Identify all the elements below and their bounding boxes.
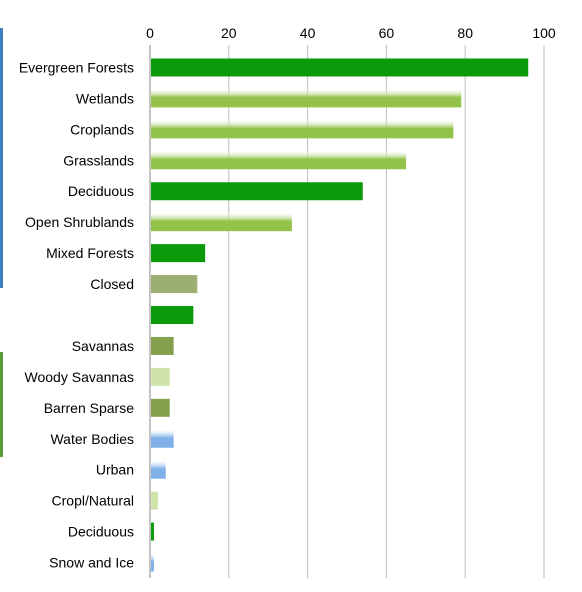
bar [151,429,174,448]
x-tick-labels: 0 20 40 60 80 100 [146,25,556,41]
category-label: Open Shrublands [25,214,134,230]
category-label: Deciduous [68,524,134,540]
category-label: Deciduous [68,183,134,199]
category-label: Cropl/Natural [52,493,134,509]
bar [151,213,292,232]
category-label: Barren Sparse [44,400,134,416]
bar [151,306,194,324]
bar [151,522,154,541]
bars [151,58,529,572]
category-label: Urban [96,462,134,478]
bar [151,336,174,355]
x-tick-label: 60 [379,25,395,41]
x-tick-label: 100 [532,25,556,41]
left-edge-strip-blue [0,28,3,288]
category-label: Mixed Forests [46,245,134,261]
category-label: Closed [90,276,134,292]
bar [151,367,170,386]
category-label: Water Bodies [50,431,134,447]
x-tick-label: 40 [300,25,316,41]
bar [151,398,170,417]
bar [151,58,529,77]
bar [151,460,166,479]
gridlines [149,45,545,578]
category-label: Evergreen Forests [19,59,134,75]
category-label: Snow and Ice [49,555,134,571]
category-labels: Evergreen Forests Wetlands Croplands Grassl… [19,59,134,570]
bar [151,182,363,201]
bar [151,491,158,510]
x-tick-label: 20 [221,25,237,41]
x-tick-label: 0 [146,25,154,41]
bar [151,89,462,108]
bar [151,120,454,139]
category-label: Grasslands [63,152,134,168]
category-label: Woody Savannas [25,369,134,385]
category-label: Croplands [70,121,134,137]
bar [151,244,206,263]
bar [151,553,154,572]
bar [151,275,198,294]
category-label: Wetlands [76,90,134,106]
bar [151,151,407,170]
left-edge-strip-green [0,352,3,457]
x-tick-label: 80 [457,25,473,41]
category-label: Savannas [72,338,134,354]
